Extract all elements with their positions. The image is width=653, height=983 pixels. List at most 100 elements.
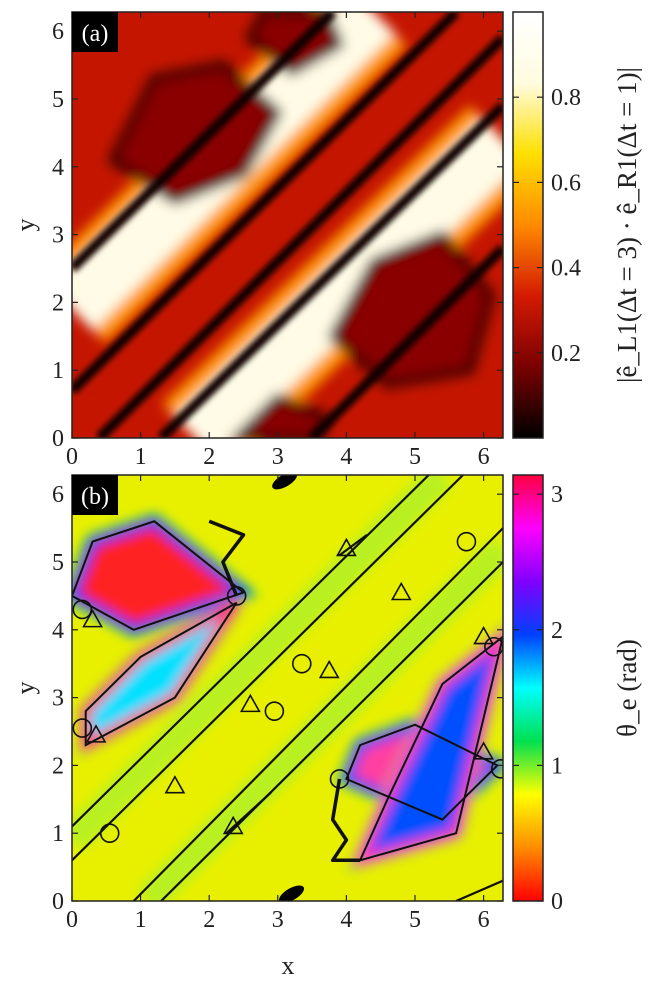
x-tick-label: 5 (409, 444, 421, 470)
y-tick-label: 5 (52, 87, 64, 113)
panel-a-dark-line (72, 12, 460, 395)
panel-a-dark-line (72, 12, 337, 273)
colorbar-a-label: |ê_L1(Δt = 3) · ê_R1(Δt = 1)| (612, 67, 642, 383)
panel-a-dark-lobe-edge (108, 60, 283, 206)
panel-b-markers (72, 531, 503, 843)
circle-marker (72, 599, 93, 620)
triangle-marker (85, 724, 107, 743)
x-tick-label: 4 (340, 444, 352, 470)
panel-b-band (72, 475, 453, 851)
colorbar-tick-label: 0.2 (551, 341, 581, 367)
y-tick-label: 2 (52, 290, 64, 316)
panel-a-dark-lobe (236, 397, 326, 438)
colorbar-tick-label: 0.8 (551, 85, 581, 111)
y-tick-label: 1 (52, 821, 64, 847)
circle-marker (99, 823, 120, 843)
circle-marker (292, 653, 312, 674)
colorbar-a-bar (512, 11, 544, 439)
panel-a-dark-line (157, 102, 503, 438)
panel-b-frame (71, 474, 504, 902)
panel-a-dark-line (95, 34, 503, 438)
panel-a-ylabel: y (11, 219, 40, 232)
panel-a-dark-lines (72, 12, 503, 438)
panel-b-contour-line (160, 561, 503, 901)
triangle-marker (473, 741, 494, 760)
panel-b-s-curve (208, 519, 246, 597)
panel-a-x-ticks: 0 1 2 3 4 5 6 (66, 12, 490, 470)
panel-b-contour-line (338, 533, 368, 557)
panel-b-band (136, 537, 503, 901)
y-tick-label: 4 (52, 618, 64, 644)
panel-b-contour-line (72, 475, 430, 828)
circle-marker (329, 769, 350, 789)
panel-a: 0 1 2 3 4 5 6 0 1 2 3 4 5 6 (a) y (11, 11, 504, 470)
x-tick-label: 0 (66, 444, 78, 470)
panel-b-lobe-contour (84, 601, 238, 747)
colorbar-b-ticks: 0 1 2 3 (513, 482, 563, 915)
y-tick-label: 6 (52, 482, 64, 508)
panel-a-dark-line (308, 244, 503, 438)
panel-b: 0 1 2 3 4 5 6 0 1 2 3 4 5 6 (b) y x (11, 474, 504, 980)
y-tick-label: 0 (52, 426, 64, 452)
y-tick-label: 1 (52, 358, 64, 384)
panel-b-contour-line (132, 527, 503, 901)
x-tick-label: 2 (203, 444, 215, 470)
panel-b-contour-line (225, 791, 272, 835)
colorbar-a-ticks: 0.2 0.4 0.6 0.8 (513, 85, 581, 367)
colorbar-tick-label: 0.4 (551, 256, 581, 282)
x-tick-label: 5 (409, 907, 421, 933)
x-tick-label: 0 (66, 907, 78, 933)
panel-b-lobe-contour (358, 635, 503, 862)
panel-b-ylabel: y (11, 682, 40, 695)
panel-b-lobe-contour (72, 520, 246, 631)
panel-b-tag: (b) (81, 484, 109, 510)
colorbar-tick-label: 2 (551, 618, 563, 644)
circle-marker (490, 758, 503, 779)
y-tick-label: 5 (52, 550, 64, 576)
panel-b-dark-spot (272, 475, 298, 490)
colorbar-b-label: θ_e (rad) (612, 639, 642, 737)
triangle-marker (239, 693, 261, 713)
colorbar-tick-label: 0 (551, 889, 563, 915)
y-tick-label: 2 (52, 753, 64, 779)
x-tick-label: 4 (340, 907, 352, 933)
triangle-marker (82, 608, 103, 628)
triangle-marker (164, 775, 186, 794)
colorbar-tick-label: 3 (551, 482, 563, 508)
y-tick-label: 3 (52, 223, 64, 249)
y-tick-label: 6 (52, 19, 64, 45)
y-tick-label: 0 (52, 889, 64, 915)
x-tick-label: 6 (478, 907, 490, 933)
triangle-marker (336, 537, 357, 557)
panel-b-lobe-contour (345, 723, 500, 821)
panel-b-contour-line (455, 879, 503, 901)
y-tick-label: 4 (52, 155, 64, 181)
colorbar-a: 0.2 0.4 0.6 0.8 |ê_L1(Δt = 3) · ê_R1(Δt = 1… (512, 11, 642, 439)
panel-b-y-ticks: 0 1 2 3 4 5 6 (52, 482, 503, 915)
colorbar-tick-label: 1 (551, 753, 563, 779)
panel-b-dark-spot (279, 885, 305, 901)
panel-b-field (72, 475, 503, 901)
colorbar-tick-label: 0.6 (551, 170, 581, 196)
x-tick-label: 3 (272, 444, 284, 470)
panel-b-tag-box (72, 475, 118, 515)
x-tick-label: 6 (478, 444, 490, 470)
panel-b-xlabel: x (282, 951, 295, 980)
circle-marker (72, 718, 93, 738)
panel-b-s-curve (330, 778, 361, 863)
panel-a-dark-lobe (113, 65, 278, 201)
x-tick-label: 2 (203, 907, 215, 933)
y-tick-label: 3 (52, 686, 64, 712)
panel-a-tag-box (72, 12, 118, 52)
panel-a-dark-lobe-edge (327, 229, 495, 389)
colorbar-b-bar (512, 474, 544, 902)
circle-marker (264, 701, 285, 721)
x-tick-label: 1 (135, 444, 147, 470)
x-tick-label: 1 (135, 907, 147, 933)
triangle-marker (222, 815, 244, 835)
triangle-marker (473, 625, 494, 645)
x-tick-label: 3 (272, 907, 284, 933)
circle-marker (456, 531, 477, 552)
panel-b-x-ticks: 0 1 2 3 4 5 6 (66, 475, 490, 933)
